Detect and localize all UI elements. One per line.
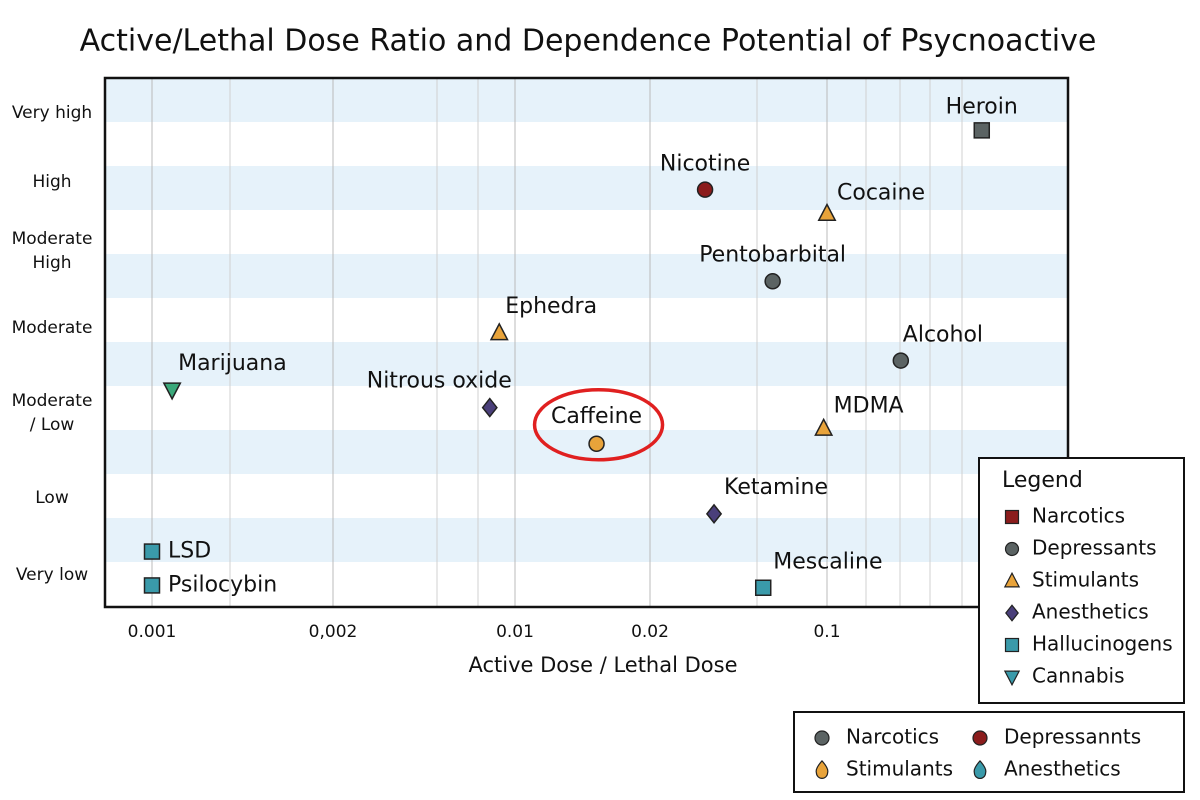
marker xyxy=(1004,541,1020,557)
point-label: Nitrous oxide xyxy=(367,369,512,394)
band xyxy=(105,562,1068,606)
marker xyxy=(705,503,723,525)
point-label: Alcohol xyxy=(903,323,983,348)
point-label: Caffeine xyxy=(551,404,642,429)
highlight-ring xyxy=(532,388,665,462)
point-label: Psilocybin xyxy=(168,572,277,597)
y-tick-label: Moderate High xyxy=(11,229,93,274)
x-axis-label: Active Dose / Lethal Dose xyxy=(469,653,738,677)
x-tick-label: 0.001 xyxy=(128,622,177,642)
legend-title: Legend xyxy=(1002,468,1083,493)
point-label: MDMA xyxy=(834,393,904,418)
marker xyxy=(143,577,161,594)
legend-label: Depressants xyxy=(1032,536,1157,560)
y-tick-label: Moderate / Low xyxy=(11,390,93,435)
marker xyxy=(143,543,161,560)
legend-label: Stimulants xyxy=(1032,568,1139,592)
marker xyxy=(764,273,781,290)
band xyxy=(105,386,1068,430)
point-label: Mescaline xyxy=(773,550,882,575)
band xyxy=(105,518,1068,562)
marker xyxy=(973,760,987,779)
band xyxy=(105,122,1068,166)
marker xyxy=(696,181,714,198)
point-label: Heroin xyxy=(946,94,1018,119)
point-label: Pentobarbital xyxy=(699,242,846,267)
marker xyxy=(481,397,498,418)
marker xyxy=(1005,604,1019,622)
legend-label: Narcotics xyxy=(1032,504,1125,528)
x-tick-label: 0.1 xyxy=(813,622,840,642)
y-tick-label: Low xyxy=(35,487,69,508)
y-tick-label: Very high xyxy=(11,102,93,123)
marker xyxy=(1003,670,1021,687)
plot-frame xyxy=(103,76,1070,609)
point-label: Cocaine xyxy=(837,181,925,206)
point-label: Ephedra xyxy=(505,294,597,319)
marker xyxy=(892,352,910,369)
legend-label: Narcotics xyxy=(846,725,939,749)
y-tick-label: Very low xyxy=(15,564,89,585)
band xyxy=(105,474,1068,518)
marker xyxy=(754,579,772,596)
chart-title: Active/Lethal Dose Ratio and Dependence … xyxy=(80,24,1097,59)
minor-grid xyxy=(229,78,963,607)
x-tick-label: 0,002 xyxy=(309,622,358,642)
marker xyxy=(588,435,605,453)
marker xyxy=(1004,509,1020,525)
point-label: LSD xyxy=(168,539,211,564)
band xyxy=(105,166,1068,210)
point-label: Nicotine xyxy=(660,152,750,177)
point-label: Marijuana xyxy=(178,351,287,376)
marker xyxy=(1003,571,1021,588)
legend-label: Stimulants xyxy=(846,757,953,781)
x-tick-label: 0.01 xyxy=(496,622,534,642)
point-label: Ketamine xyxy=(724,475,828,500)
band xyxy=(105,254,1068,298)
marker xyxy=(815,760,829,779)
marker xyxy=(817,202,837,222)
marker xyxy=(814,730,830,746)
marker xyxy=(162,382,182,401)
band xyxy=(105,430,1068,474)
band xyxy=(105,210,1068,254)
legend-label: Anesthetics xyxy=(1004,757,1121,781)
band xyxy=(105,298,1068,342)
legend-box xyxy=(793,711,1185,793)
marker xyxy=(1004,637,1020,653)
legend-label: Hallucinogens xyxy=(1032,632,1173,656)
y-tick-label: Moderate xyxy=(11,318,93,339)
legend-label: Anesthetics xyxy=(1032,600,1149,624)
legend-label: Depressannts xyxy=(1004,725,1141,749)
marker xyxy=(973,122,991,139)
marker xyxy=(489,322,509,341)
x-tick-label: 0.02 xyxy=(631,622,669,642)
band xyxy=(105,78,1068,122)
y-tick-label: High xyxy=(32,171,72,192)
marker xyxy=(972,730,988,746)
legend-label: Cannabis xyxy=(1032,664,1125,688)
marker xyxy=(814,417,834,436)
